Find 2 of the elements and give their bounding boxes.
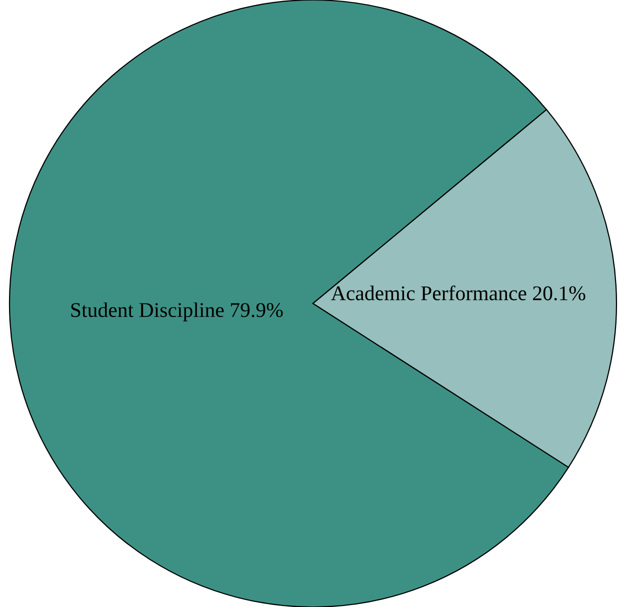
slice-label: Academic Performance 20.1% bbox=[331, 285, 586, 300]
slice-label: Student Discipline 79.9% bbox=[71, 302, 283, 322]
